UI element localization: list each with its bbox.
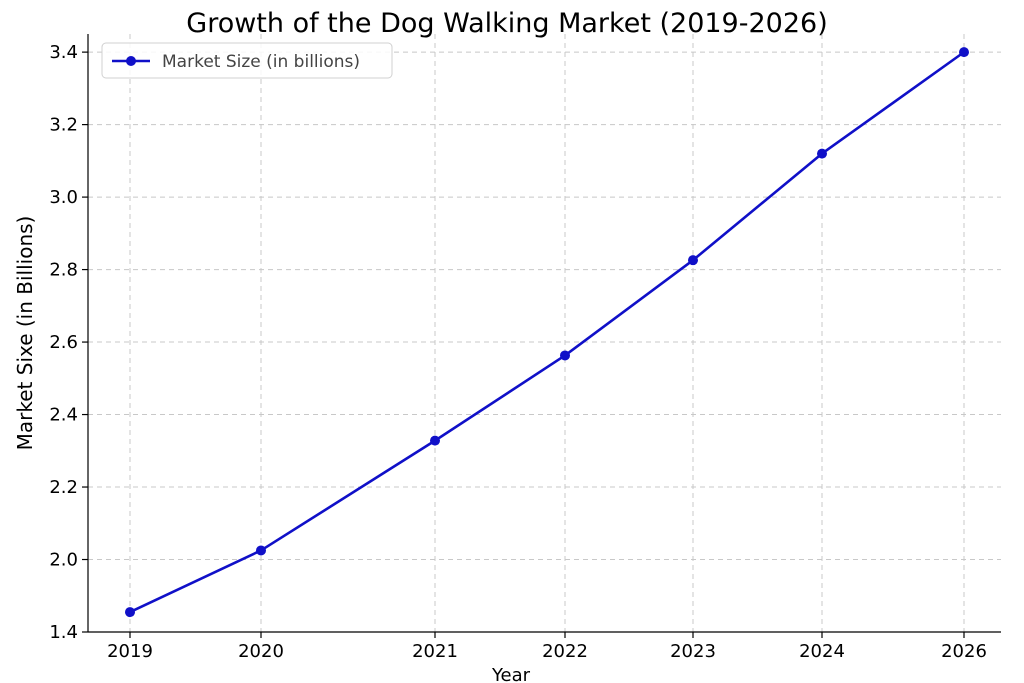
x-tick-label: 2024 bbox=[799, 641, 845, 662]
y-tick-label: 3.4 bbox=[49, 42, 78, 63]
x-ticks: 2019 2020 2021 2022 2023 2024 2026 bbox=[107, 632, 987, 662]
y-tick-label: 2.2 bbox=[49, 477, 78, 498]
y-axis-label: Market Sixe (in Billions) bbox=[13, 216, 37, 451]
x-tick-label: 2023 bbox=[670, 641, 716, 662]
data-point bbox=[560, 350, 570, 361]
series-line bbox=[129, 51, 965, 614]
chart-title: Growth of the Dog Walking Market (2019-2… bbox=[186, 8, 827, 39]
y-tick-label: 3.2 bbox=[49, 115, 78, 136]
legend-box bbox=[101, 42, 393, 79]
y-tick-label: 2.8 bbox=[49, 260, 78, 281]
y-tick-label: 2.4 bbox=[49, 405, 78, 426]
axes bbox=[87, 34, 1001, 633]
y-tick-label: 3.0 bbox=[49, 187, 78, 208]
y-ticks: 1.4 2.0 2.2 2.4 2.6 2.8 3.0 3.2 3.4 bbox=[49, 42, 88, 643]
data-point bbox=[430, 435, 440, 446]
x-axis-label: Year bbox=[491, 665, 531, 683]
legend-label: Market Size (in billions) bbox=[162, 52, 360, 72]
series-group bbox=[125, 47, 969, 618]
x-tick-label: 2020 bbox=[238, 641, 284, 662]
grid bbox=[88, 34, 1001, 633]
data-point bbox=[959, 47, 969, 58]
data-point bbox=[817, 148, 827, 159]
data-point bbox=[125, 607, 135, 618]
x-tick-label: 2022 bbox=[542, 641, 588, 662]
legend: Market Size (in billions) bbox=[101, 42, 393, 79]
legend-marker bbox=[126, 56, 136, 66]
x-tick-label: 2026 bbox=[941, 641, 987, 662]
x-tick-label: 2019 bbox=[107, 641, 153, 662]
x-tick-label: 2021 bbox=[412, 641, 458, 662]
y-tick-label: 2.0 bbox=[49, 550, 78, 571]
data-point bbox=[256, 545, 266, 556]
data-point bbox=[688, 255, 698, 266]
y-tick-label: 1.4 bbox=[49, 622, 78, 643]
y-tick-label: 2.6 bbox=[49, 332, 78, 353]
